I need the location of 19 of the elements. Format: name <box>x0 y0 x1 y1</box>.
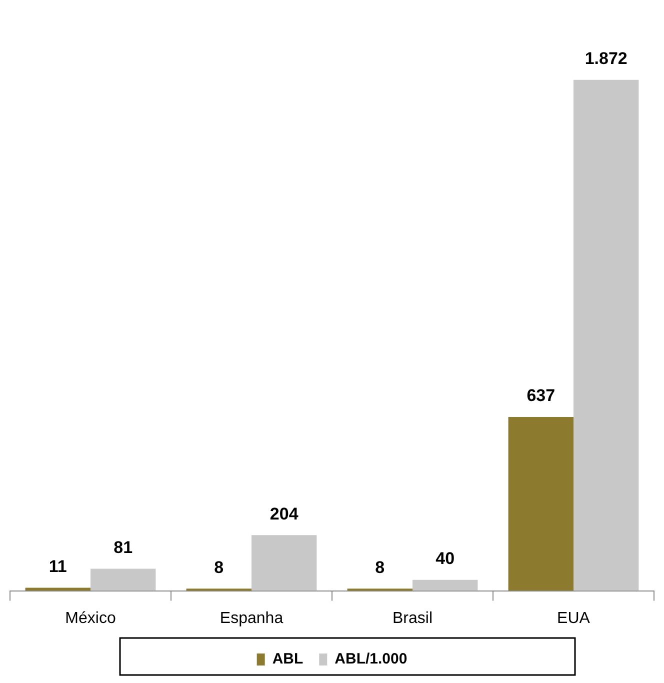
bar <box>90 568 156 591</box>
x-tick-label: Brasil <box>392 610 433 627</box>
data-label: 204 <box>270 504 299 524</box>
legend-label: ABL/1.000 <box>334 650 408 668</box>
data-label: 40 <box>436 549 455 568</box>
data-label: 81 <box>114 538 133 557</box>
bar <box>252 535 317 591</box>
x-tick-label: México <box>65 610 116 627</box>
data-label: 11 <box>48 556 67 576</box>
bar <box>412 580 478 591</box>
data-label: 1.872 <box>584 49 628 68</box>
data-label: 637 <box>526 386 556 406</box>
legend-label: ABL <box>272 650 304 668</box>
bar <box>508 416 574 591</box>
x-tick-label: EUA <box>557 610 590 627</box>
bar <box>574 80 639 591</box>
data-label: 8 <box>375 558 385 577</box>
data-label: 8 <box>214 558 224 577</box>
x-tick-label: Espanha <box>220 610 284 627</box>
